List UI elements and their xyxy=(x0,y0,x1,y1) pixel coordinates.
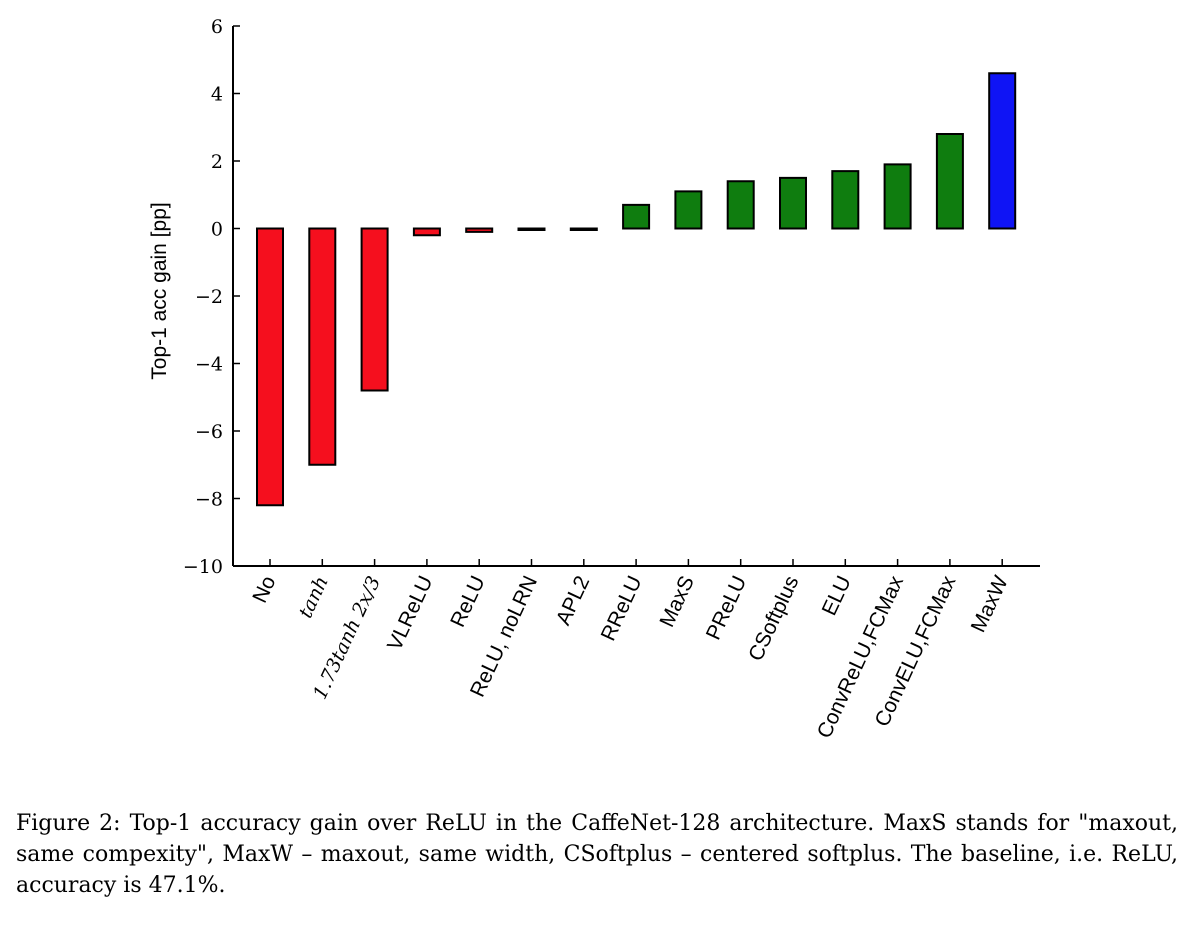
bars-group xyxy=(256,72,1017,507)
y-tick-label: 4 xyxy=(211,84,223,106)
bar-2 xyxy=(360,227,389,392)
x-tick-label: VLReLU xyxy=(383,572,437,654)
y-tick-label: 6 xyxy=(211,16,223,38)
bar-12 xyxy=(883,163,912,230)
x-tick-label: RReLU xyxy=(597,572,647,644)
y-ticks-group: 6 4 2 0 −2 −4 −6 −8 −10 xyxy=(183,16,240,578)
bar-13 xyxy=(935,133,964,230)
bar-14 xyxy=(988,72,1017,230)
bar-11 xyxy=(831,170,860,230)
y-tick-label: −10 xyxy=(183,556,223,578)
bar-3 xyxy=(412,227,441,237)
bar-4 xyxy=(465,227,494,233)
bar-1 xyxy=(308,227,337,466)
x-tick-label: ELU xyxy=(818,572,856,619)
x-tick-label: MaxS xyxy=(655,572,699,630)
y-tick-label: 2 xyxy=(211,151,223,173)
bar-9 xyxy=(726,180,755,230)
bar-0 xyxy=(256,227,284,507)
figure-caption: Figure 2: Top-1 accuracy gain over ReLU … xyxy=(16,811,1178,898)
x-tick-label: MaxW xyxy=(967,572,1013,636)
y-tick-label: −4 xyxy=(195,354,223,376)
y-axis-label: Top-1 acc gain [pp] xyxy=(148,202,171,379)
x-tick-label: tanh xyxy=(295,573,333,622)
x-tick-label: No xyxy=(248,572,280,606)
bar-10 xyxy=(779,176,807,230)
y-tick-label: 0 xyxy=(211,219,223,241)
bar-7 xyxy=(622,203,651,230)
x-tick-label: ReLU xyxy=(446,572,490,630)
bar-6 xyxy=(569,227,598,231)
bar-8 xyxy=(674,190,703,230)
y-tick-label: −6 xyxy=(195,421,223,443)
y-tick-label: −8 xyxy=(195,489,223,511)
x-tick-label: APL2 xyxy=(552,572,595,628)
bar-5 xyxy=(517,227,546,231)
x-tick-label: PReLU xyxy=(702,572,751,643)
axes-group xyxy=(232,26,1040,567)
y-tick-label: −2 xyxy=(195,286,223,308)
x-tick-label: CSoftplus xyxy=(744,572,803,664)
